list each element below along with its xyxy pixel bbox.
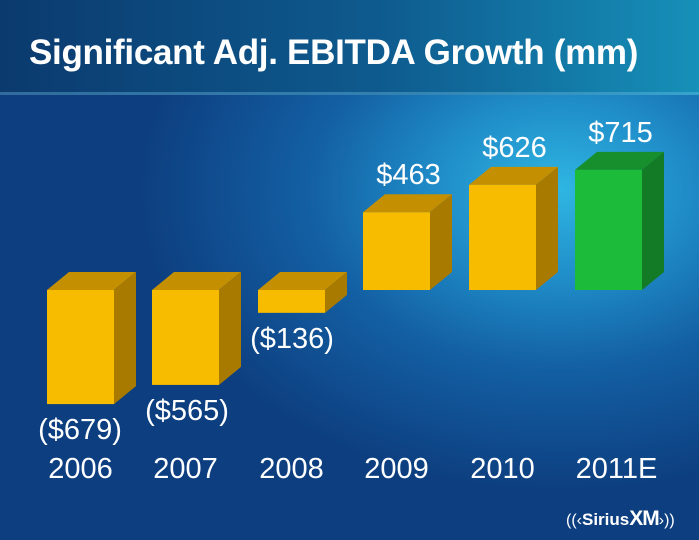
x-tick-label: 2007 bbox=[153, 453, 218, 485]
bar-2007 bbox=[152, 290, 219, 385]
bar-2009 bbox=[363, 212, 430, 290]
bar-side-2009 bbox=[430, 194, 452, 290]
x-tick-label: 2006 bbox=[48, 453, 113, 485]
page-title: Significant Adj. EBITDA Growth (mm) bbox=[29, 33, 639, 72]
bar-top-2008 bbox=[258, 272, 347, 290]
bar-top-2006 bbox=[47, 272, 136, 290]
logo-wave-right-icon: ›)) bbox=[658, 512, 675, 529]
logo-xm: XM bbox=[629, 507, 659, 530]
siriusxm-logo: ((‹SiriusXM›)) bbox=[566, 507, 675, 531]
logo-wave-left-icon: ((‹ bbox=[566, 512, 582, 529]
data-label: $626 bbox=[482, 132, 547, 164]
bar-2006 bbox=[47, 290, 114, 405]
data-label: ($565) bbox=[145, 395, 229, 427]
logo-text: Sirius bbox=[581, 510, 630, 529]
x-tick-label: 2008 bbox=[259, 453, 324, 485]
data-label: $715 bbox=[588, 117, 653, 149]
x-tick-label: 2011E bbox=[576, 453, 658, 485]
x-tick-label: 2009 bbox=[364, 453, 429, 485]
bar-side-2007 bbox=[219, 272, 241, 385]
x-tick-label: 2010 bbox=[470, 453, 535, 485]
bar-side-2011E bbox=[642, 151, 664, 290]
data-label: $463 bbox=[376, 159, 441, 191]
bar-side-2010 bbox=[536, 166, 558, 290]
bar-side-2008 bbox=[325, 272, 347, 313]
bar-top-2007 bbox=[152, 272, 241, 290]
bar-top-2011E bbox=[575, 151, 664, 170]
data-label: ($136) bbox=[250, 323, 334, 355]
bar-side-2006 bbox=[114, 272, 136, 405]
bar-2010 bbox=[469, 184, 536, 290]
data-label: ($679) bbox=[38, 414, 122, 446]
bar-2011E bbox=[575, 169, 642, 290]
bar-top-2009 bbox=[363, 194, 452, 213]
title-bar: Significant Adj. EBITDA Growth (mm) bbox=[0, 0, 699, 95]
bar-2008 bbox=[258, 290, 325, 313]
bar-top-2010 bbox=[469, 166, 558, 185]
